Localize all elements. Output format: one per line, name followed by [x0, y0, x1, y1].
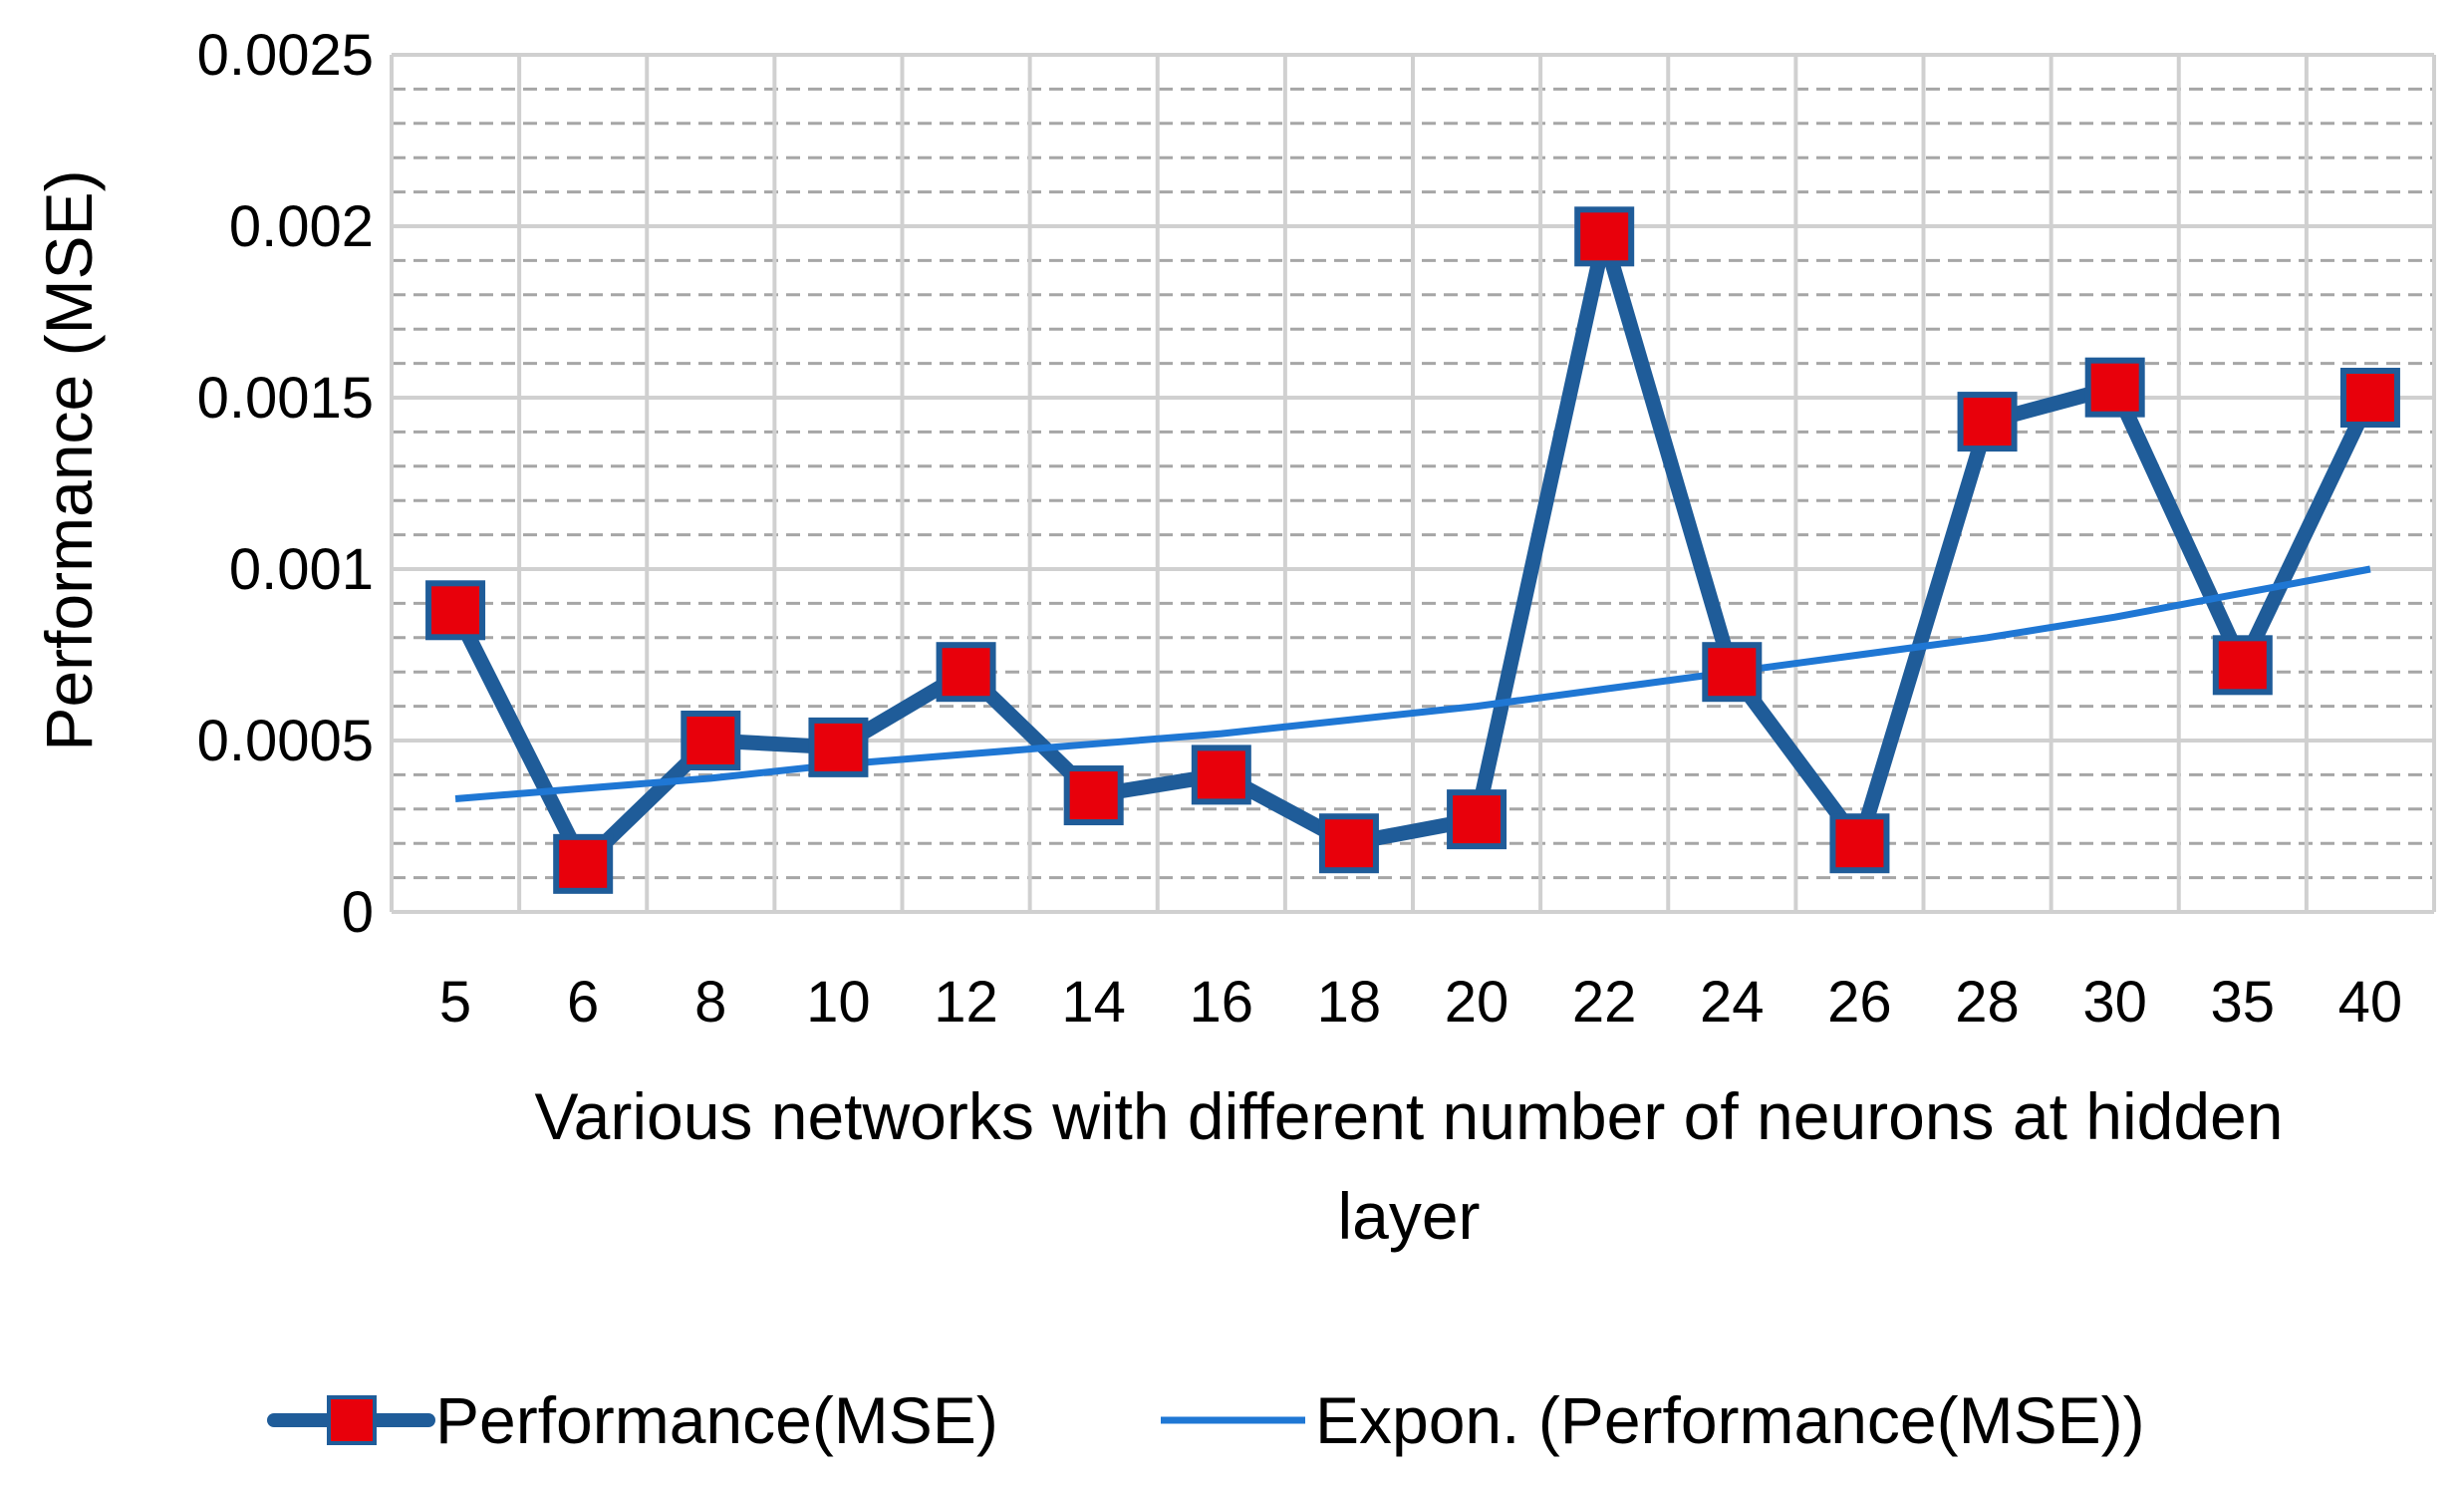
legend-label-performance: Performance(MSE) — [435, 1383, 998, 1457]
legend: Performance(MSE) Expon. (Performance(MSE… — [267, 1383, 2145, 1457]
y-tick-label: 0.001 — [229, 537, 374, 602]
x-tick-label: 6 — [567, 970, 599, 1035]
data-point-marker — [2084, 357, 2145, 418]
y-tick-label: 0.0015 — [197, 366, 374, 431]
x-tick-label: 22 — [1572, 970, 1637, 1035]
plot-area — [425, 206, 2400, 894]
data-point-marker — [1957, 392, 2018, 452]
data-point-marker — [1191, 744, 1251, 805]
data-point-marker — [2339, 368, 2400, 428]
x-tick-label: 12 — [934, 970, 998, 1035]
data-point-marker — [808, 717, 869, 777]
x-tick-label: 30 — [2082, 970, 2147, 1035]
series-line-trendline — [454, 565, 2371, 802]
data-point-marker — [1574, 206, 1635, 267]
x-axis-title-line-2: layer — [1337, 1179, 1480, 1253]
y-tick-label: 0.002 — [229, 194, 374, 259]
x-tick-label: 20 — [1445, 970, 1509, 1035]
data-point-marker — [2212, 635, 2273, 696]
y-axis: 0 0.0005 0.001 0.0015 0.002 0.0025 — [197, 23, 374, 945]
data-point-marker — [553, 833, 614, 894]
x-tick-label: 16 — [1190, 970, 1254, 1035]
y-axis-title: Performance (MSE) — [32, 169, 106, 750]
data-point-marker — [936, 642, 996, 703]
data-point-marker — [1063, 765, 1124, 826]
x-tick-label: 10 — [806, 970, 871, 1035]
x-axis: 5 6 8 10 12 14 16 18 20 22 24 26 28 30 35 40 — [439, 970, 2402, 1035]
data-point-marker — [1318, 813, 1379, 874]
x-tick-label: 26 — [1827, 970, 1892, 1035]
x-tick-label: 8 — [694, 970, 726, 1035]
x-tick-label: 18 — [1317, 970, 1382, 1035]
y-tick-label: 0.0005 — [197, 709, 374, 773]
x-tick-label: 5 — [439, 970, 471, 1035]
x-tick-label: 40 — [2338, 970, 2403, 1035]
y-tick-label: 0 — [342, 880, 374, 945]
x-axis-title-line-1: Various networks with different number o… — [535, 1079, 2284, 1153]
legend-label-trendline: Expon. (Performance(MSE)) — [1315, 1383, 2145, 1457]
gridlines — [390, 53, 2436, 914]
data-point-marker — [425, 580, 486, 641]
legend-swatch-performance-marker — [327, 1395, 377, 1445]
data-point-marker — [1702, 642, 1763, 703]
x-tick-label: 28 — [1955, 970, 2020, 1035]
data-point-marker — [681, 711, 741, 770]
x-tick-label: 35 — [2211, 970, 2276, 1035]
data-point-marker — [1447, 789, 1507, 850]
x-tick-label: 24 — [1700, 970, 1765, 1035]
y-tick-label: 0.0025 — [197, 23, 374, 88]
x-tick-label: 14 — [1061, 970, 1126, 1035]
data-point-marker — [1829, 813, 1890, 874]
series-line-performance — [447, 228, 2378, 872]
